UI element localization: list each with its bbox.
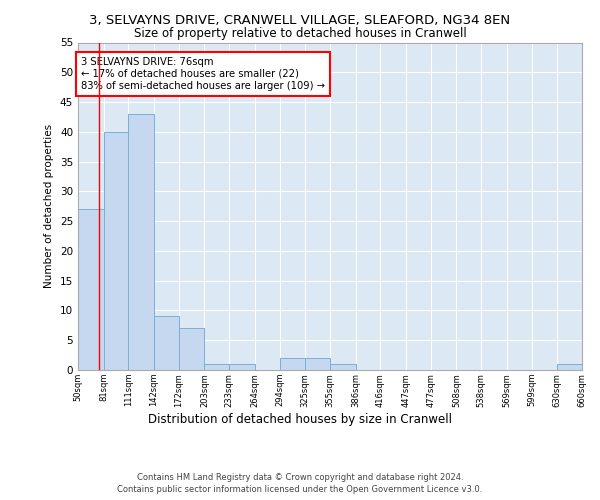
Bar (78, 209, 104, 370)
Bar (104, 132, 128, 370)
Y-axis label: Number of detached properties: Number of detached properties (44, 124, 55, 288)
Bar (305, 358, 330, 370)
Bar (154, 316, 179, 370)
Text: 3 SELVAYNS DRIVE: 76sqm
← 17% of detached houses are smaller (22)
83% of semi-de: 3 SELVAYNS DRIVE: 76sqm ← 17% of detache… (82, 58, 325, 90)
Text: Distribution of detached houses by size in Cranwell: Distribution of detached houses by size … (148, 412, 452, 426)
Bar (128, 114, 154, 370)
Bar (179, 328, 205, 370)
Bar (557, 364, 582, 370)
Bar (205, 364, 229, 370)
Bar (330, 364, 356, 370)
Text: 3, SELVAYNS DRIVE, CRANWELL VILLAGE, SLEAFORD, NG34 8EN: 3, SELVAYNS DRIVE, CRANWELL VILLAGE, SLE… (89, 14, 511, 27)
Bar (229, 364, 255, 370)
Text: Size of property relative to detached houses in Cranwell: Size of property relative to detached ho… (134, 28, 466, 40)
Text: Contains public sector information licensed under the Open Government Licence v3: Contains public sector information licen… (118, 485, 482, 494)
Text: Contains HM Land Registry data © Crown copyright and database right 2024.: Contains HM Land Registry data © Crown c… (137, 472, 463, 482)
Bar (280, 358, 305, 370)
